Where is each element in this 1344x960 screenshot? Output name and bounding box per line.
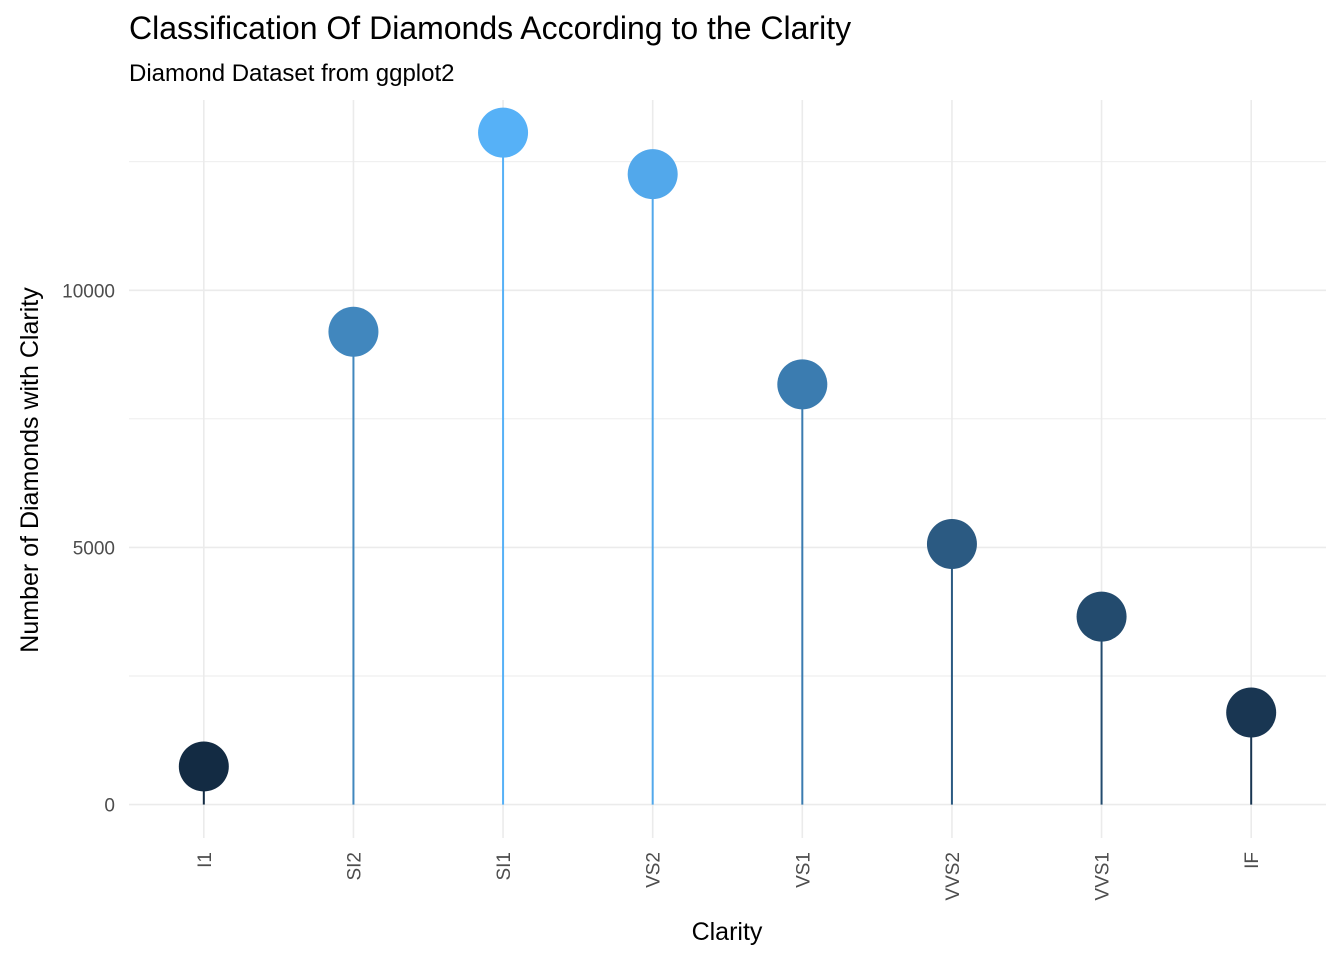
chart-subtitle: Diamond Dataset from ggplot2 — [129, 60, 455, 87]
x-axis-ticks: I1 SI2 SI1 VS2 VS1 VVS2 VVS1 IF — [195, 852, 1263, 901]
x-tick-label: VVS1 — [1093, 852, 1114, 901]
lollipop-point — [1226, 687, 1277, 738]
lollipop-point — [478, 107, 529, 158]
x-tick-label: I1 — [195, 852, 216, 868]
y-tick-label: 0 — [104, 796, 115, 817]
chart-title: Classification Of Diamonds According to … — [129, 10, 852, 46]
lollipop-point — [777, 359, 828, 410]
y-tick-label: 5000 — [73, 538, 115, 559]
y-tick-label: 10000 — [62, 281, 115, 302]
x-tick-label: VS2 — [644, 852, 665, 888]
lollipop-point — [627, 149, 678, 200]
grid-lines — [129, 100, 1326, 838]
lollipop-point — [328, 306, 379, 357]
x-tick-label: VVS2 — [943, 852, 964, 901]
chart-marks — [178, 107, 1277, 805]
lollipop-point — [1076, 591, 1127, 642]
lollipop-point — [926, 519, 977, 570]
x-axis-label: Clarity — [692, 918, 763, 946]
x-tick-label: VS1 — [793, 852, 814, 888]
y-axis-ticks: 0 5000 10000 — [62, 281, 115, 816]
lollipop-point — [178, 741, 229, 792]
x-tick-label: IF — [1242, 852, 1263, 869]
y-axis-label: Number of Diamonds with Clarity — [16, 287, 44, 653]
x-tick-label: SI2 — [344, 852, 365, 881]
x-tick-label: SI1 — [494, 852, 515, 881]
